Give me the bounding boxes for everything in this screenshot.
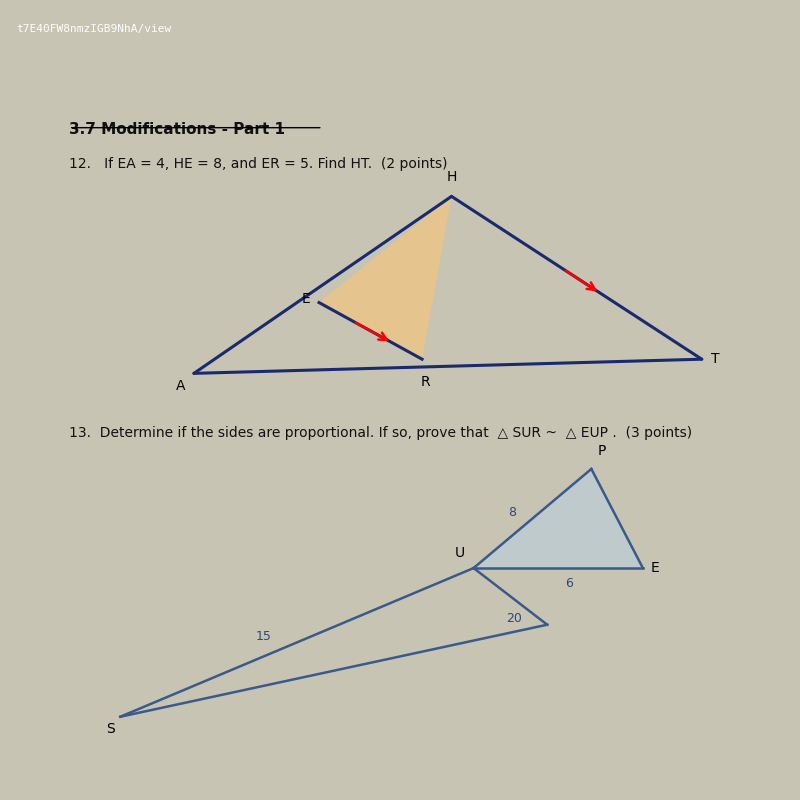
Text: 13.  Determine if the sides are proportional. If so, prove that  △ SUR ~  △ EUP : 13. Determine if the sides are proportio… — [69, 426, 692, 441]
Text: U: U — [454, 546, 465, 559]
Text: S: S — [106, 722, 114, 737]
Text: A: A — [175, 379, 185, 393]
Text: E: E — [650, 561, 659, 575]
Text: T: T — [710, 352, 719, 366]
Text: t7E40FW8nmzIGB9NhA/view: t7E40FW8nmzIGB9NhA/view — [16, 23, 171, 34]
Text: 12.   If EA = 4, HE = 8, and ER = 5. Find HT.  (2 points): 12. If EA = 4, HE = 8, and ER = 5. Find … — [69, 158, 447, 171]
Text: 3.7 Modifications - Part 1: 3.7 Modifications - Part 1 — [69, 122, 285, 137]
Polygon shape — [474, 469, 643, 568]
Polygon shape — [319, 196, 451, 359]
Text: E: E — [302, 292, 310, 306]
Text: R: R — [421, 374, 430, 389]
Text: 6: 6 — [566, 577, 574, 590]
Text: 20: 20 — [506, 612, 522, 625]
Text: H: H — [446, 170, 457, 184]
Text: 8: 8 — [508, 506, 516, 519]
Text: 15: 15 — [256, 630, 272, 643]
Text: P: P — [598, 444, 606, 458]
